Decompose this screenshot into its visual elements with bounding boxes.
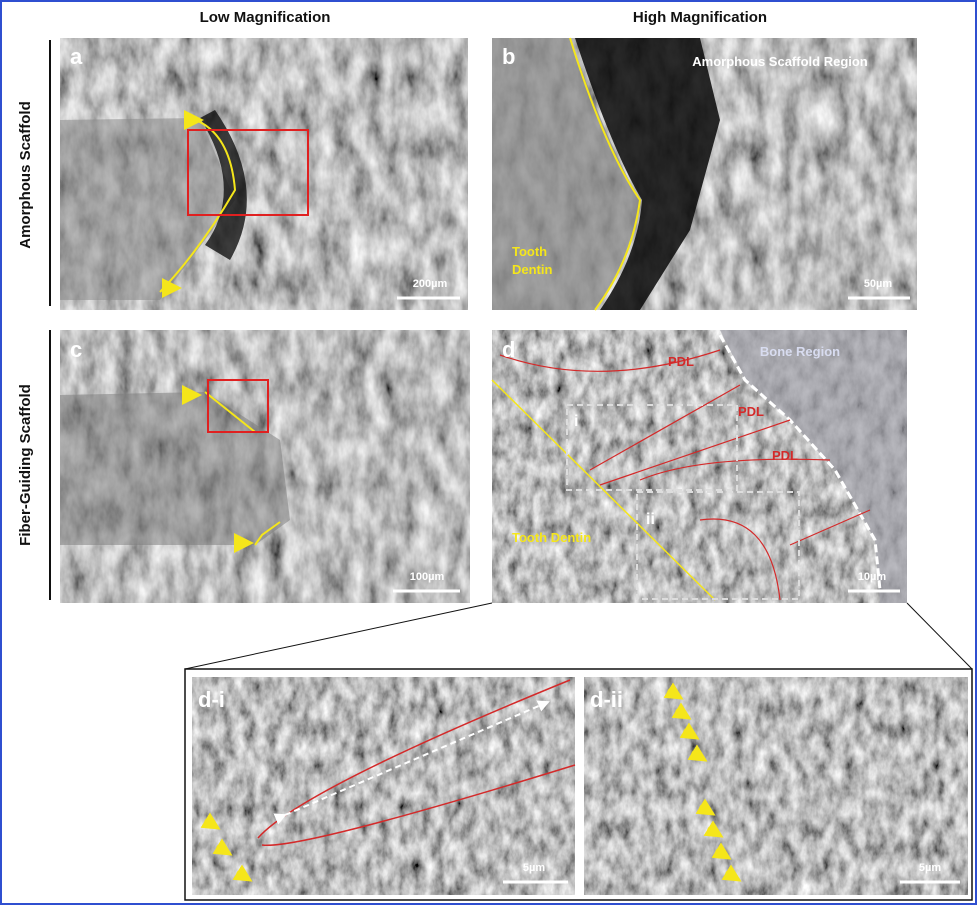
zoom-line <box>907 603 972 669</box>
panel-label: c <box>70 337 82 362</box>
panel-a: a 200µm <box>60 38 468 310</box>
panel-label: d-i <box>198 687 225 712</box>
annotation: ii <box>646 511 655 528</box>
zoom-line <box>185 603 492 669</box>
annotation: Amorphous Scaffold Region <box>692 54 868 69</box>
annotation: i <box>574 413 578 430</box>
annotation: Bone Region <box>760 344 840 359</box>
annotation: Tooth Dentin <box>512 530 591 545</box>
annotation: PDL <box>668 354 694 369</box>
panel-d-i: d-i 5µm <box>192 677 575 895</box>
annotation: PDL <box>738 404 764 419</box>
annotation: Dentin <box>512 262 553 277</box>
scale-label: 5µm <box>523 862 545 874</box>
panel-b: b Amorphous Scaffold Region Tooth Dentin… <box>492 38 917 310</box>
scale-label: 100µm <box>410 571 445 583</box>
sem-image <box>584 677 968 895</box>
figure: Low Magnification High Magnification Amo… <box>0 0 977 905</box>
row-label: Fiber-Guiding Scaffold <box>17 384 34 546</box>
annotation: PDL <box>772 448 798 463</box>
row-label: Amorphous Scaffold <box>17 101 34 249</box>
panel-label: d <box>502 337 515 362</box>
panel-label: a <box>70 44 83 69</box>
scale-label: 200µm <box>413 278 448 290</box>
panel-d: d Bone Region PDL PDL PDL i ii Tooth Den… <box>492 330 907 603</box>
scale-label: 50µm <box>864 278 893 290</box>
annotation: Tooth <box>512 244 547 259</box>
column-header: High Magnification <box>633 9 767 26</box>
scale-label: 5µm <box>919 862 941 874</box>
scale-label: 10µm <box>858 571 887 583</box>
panel-c: c 100µm <box>60 330 470 603</box>
panel-d-ii: d-ii 5µm <box>584 677 968 895</box>
sem-image <box>192 677 575 895</box>
panel-label: d-ii <box>590 687 623 712</box>
column-header: Low Magnification <box>200 9 331 26</box>
panel-label: b <box>502 44 515 69</box>
